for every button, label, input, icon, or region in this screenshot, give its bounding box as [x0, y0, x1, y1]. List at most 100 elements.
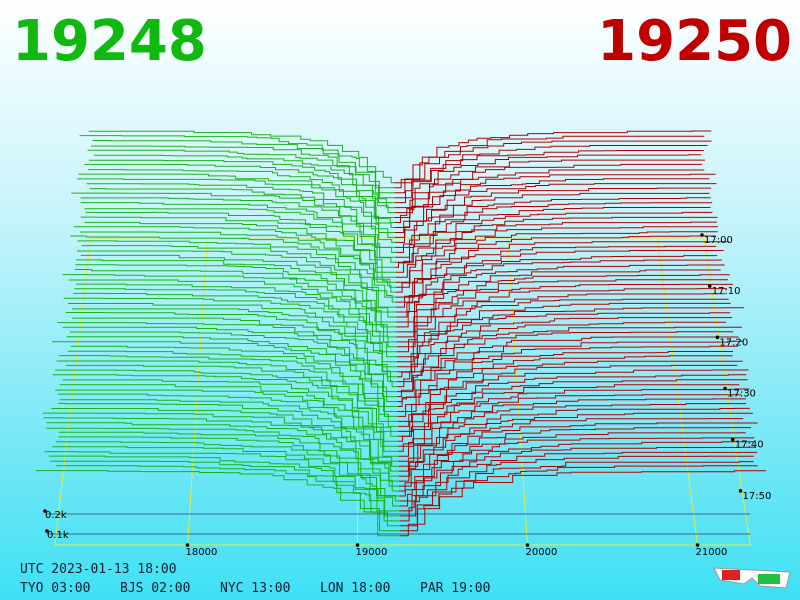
ask-line: [399, 451, 758, 517]
ask-line: [397, 307, 744, 368]
time-label: 17:20: [719, 337, 748, 348]
ask-line: [398, 379, 748, 442]
tick-dot: [45, 529, 49, 533]
bid-line: [80, 216, 396, 273]
depth-label: 0.1k: [47, 530, 69, 541]
ask-line: [396, 269, 721, 328]
ask-line: [397, 331, 734, 393]
ask-line: [397, 340, 744, 402]
bid-line: [75, 264, 397, 323]
ask-line: [395, 207, 711, 263]
ask-line: [394, 169, 705, 223]
ask-line: [394, 150, 704, 204]
bid-line: [88, 130, 395, 184]
ask-line: [395, 187, 712, 243]
ask-line: [398, 394, 742, 457]
bid-line: [89, 188, 396, 243]
ask-line: [396, 245, 717, 303]
ask-line: [397, 345, 738, 407]
ask-line: [396, 288, 727, 348]
bid-line: [52, 446, 400, 512]
bid-line: [55, 441, 400, 507]
bid-line: [55, 389, 399, 452]
zone-time: NYC 13:00: [220, 581, 290, 596]
ask-line: [399, 461, 754, 527]
bid-line: [46, 427, 400, 492]
bid-line: [62, 326, 398, 388]
bid-line: [84, 221, 396, 278]
ask-line: [394, 135, 705, 189]
bid-line: [85, 211, 396, 268]
price-label: 20000: [526, 547, 558, 558]
tick-dot: [731, 437, 735, 442]
ask-line: [399, 422, 758, 487]
grid-frame: [54, 237, 751, 546]
ask-line: [397, 336, 739, 398]
bid-line: [56, 360, 398, 422]
ask-line: [399, 418, 744, 482]
price-label: 21000: [696, 547, 728, 558]
ask-line: [398, 388, 750, 452]
ask-line: [398, 412, 754, 477]
time-label: 17:00: [704, 235, 733, 246]
ask-line: [397, 351, 733, 412]
bid-line: [84, 163, 395, 218]
zone-time: BJS 02:00: [120, 581, 190, 596]
ask-line: [396, 298, 729, 358]
ask-line: [399, 437, 755, 502]
zone-time: TYO 03:00: [20, 581, 90, 596]
bid-line: [46, 422, 399, 487]
ask-price: 19250: [597, 9, 792, 74]
ask-line: [396, 293, 725, 353]
tick-dot: [695, 543, 700, 547]
ask-line: [396, 274, 730, 333]
ask-line: [395, 211, 713, 268]
ask-line: [396, 283, 733, 343]
ask-line: [396, 264, 725, 323]
bid-line: [57, 322, 398, 383]
utc-time: UTC 2023-01-13 18:00: [20, 562, 177, 577]
bid-line: [58, 402, 399, 467]
time-label: 17:50: [743, 491, 772, 502]
ask-line: [395, 235, 716, 293]
bid-line: [59, 399, 399, 462]
ask-line: [394, 173, 716, 228]
ask-line: [395, 221, 717, 278]
bid-line: [77, 250, 397, 308]
ask-line: [398, 369, 749, 432]
bid-line: [80, 197, 396, 253]
bid-line: [81, 245, 396, 303]
ask-line: [395, 197, 711, 253]
bid-line: [58, 393, 399, 457]
bid-line: [79, 231, 396, 288]
bid-line: [87, 149, 395, 204]
ask-line: [395, 183, 717, 238]
ask-line: [398, 398, 746, 462]
ask-line: [396, 259, 722, 318]
bid-line: [50, 460, 400, 527]
ask-line: [394, 163, 703, 218]
ask-line: [395, 202, 713, 258]
ask-line: [399, 465, 758, 532]
ask-line: [399, 441, 754, 507]
bid-line: [58, 436, 400, 502]
bid-line: [74, 269, 397, 328]
zone-time: PAR 19:00: [420, 581, 490, 596]
ask-line: [398, 403, 747, 467]
ask-line: [399, 432, 746, 497]
depth-lines: [36, 130, 766, 537]
bid-line: [77, 240, 396, 298]
bid-line: [67, 303, 397, 363]
ask-line: [396, 241, 729, 298]
bid-line: [58, 355, 398, 417]
ask-line: [397, 312, 731, 373]
bid-line: [49, 455, 400, 522]
bid-line: [80, 254, 397, 313]
ask-line: [399, 446, 757, 512]
tick-dot: [707, 284, 712, 288]
bid-line: [80, 202, 396, 258]
bid-line: [84, 208, 396, 263]
bid-line: [71, 192, 396, 248]
tick-dot: [738, 489, 743, 493]
